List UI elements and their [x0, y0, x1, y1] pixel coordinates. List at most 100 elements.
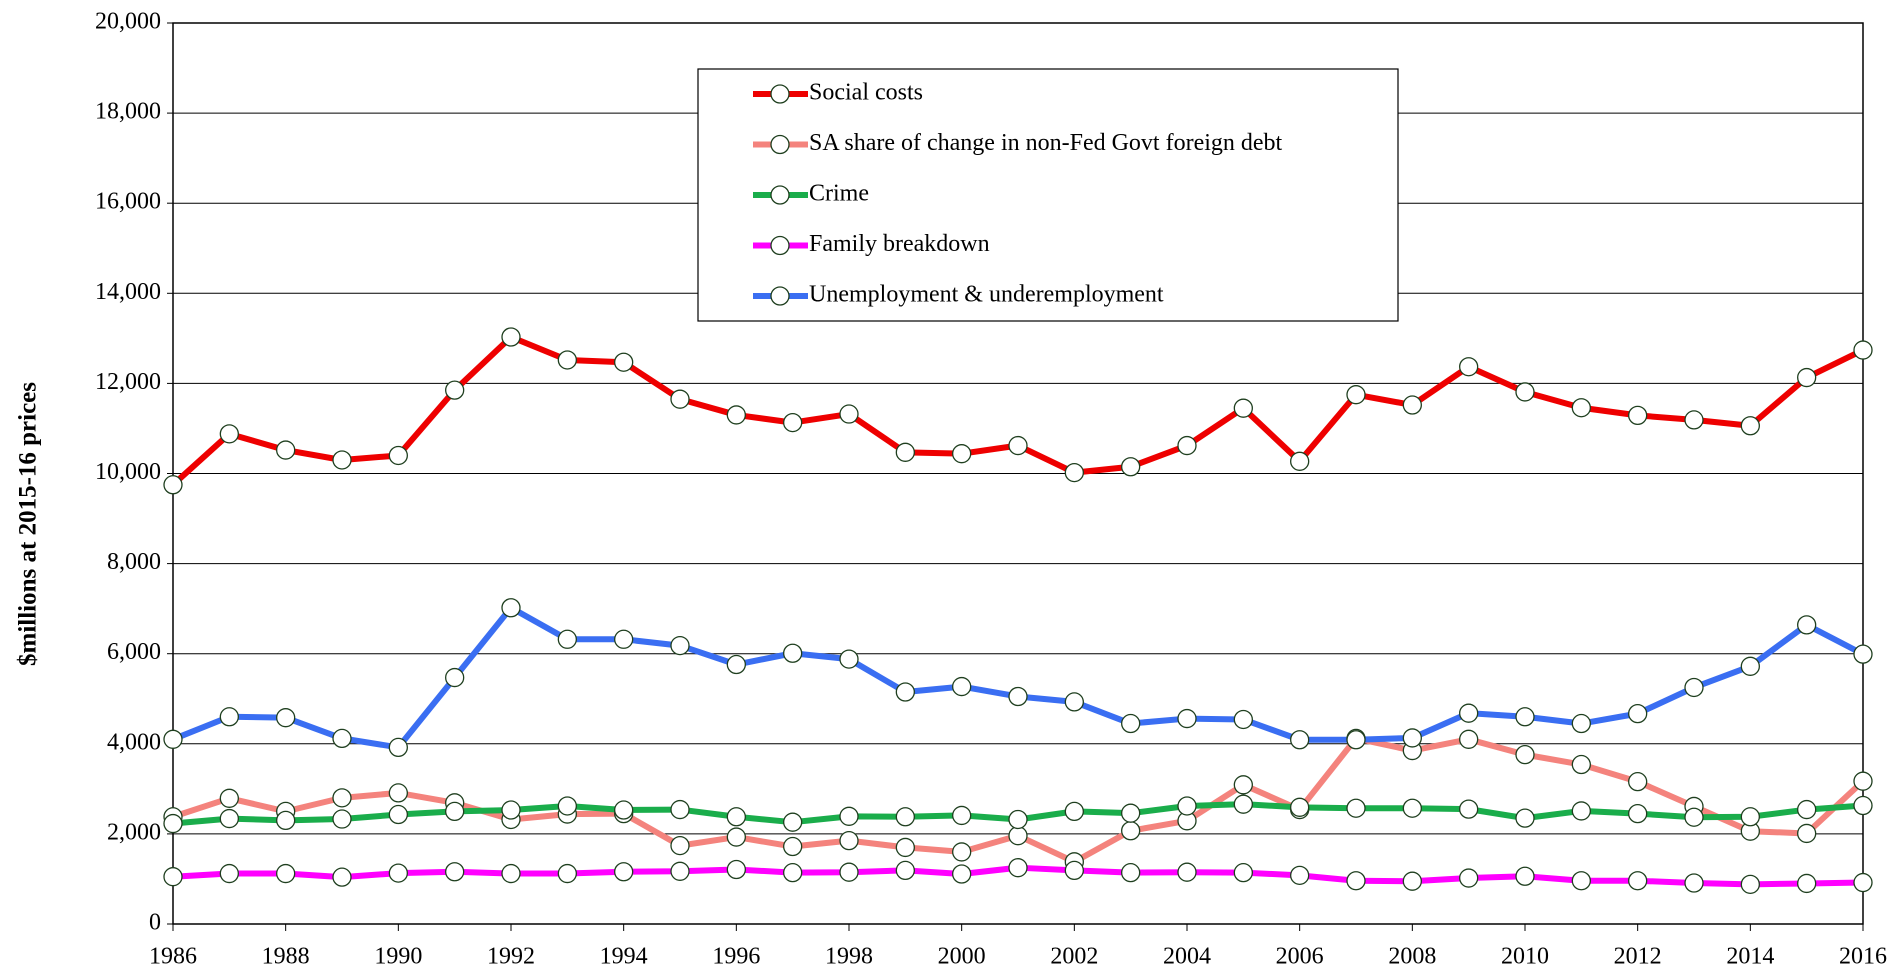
data-point — [445, 862, 465, 882]
data-point — [1571, 871, 1591, 891]
data-point — [895, 837, 915, 858]
data-point — [1459, 703, 1479, 723]
data-point — [1177, 708, 1197, 729]
data-point — [163, 475, 183, 495]
data-point — [1515, 808, 1535, 828]
data-point — [670, 861, 690, 881]
plot-frame — [172, 22, 1864, 925]
data-point — [501, 598, 521, 618]
data-point — [1459, 868, 1479, 888]
data-point — [783, 862, 803, 883]
data-point — [839, 862, 859, 882]
data-point — [1346, 798, 1366, 818]
data-point — [952, 864, 972, 884]
data-point — [332, 450, 352, 470]
data-point — [1571, 713, 1591, 734]
legend-box — [697, 68, 1399, 322]
x-tick-label: 1988 — [262, 944, 310, 970]
x-tick-label: 1998 — [825, 944, 873, 970]
y-tick-label: 2,000 — [107, 819, 161, 845]
data-point — [501, 800, 521, 820]
data-point — [1853, 340, 1873, 360]
data-point — [557, 863, 577, 884]
y-tick-label: 0 — [149, 910, 161, 936]
data-point — [1459, 729, 1479, 749]
data-point — [614, 352, 634, 372]
data-point — [388, 863, 408, 883]
legend-marker — [770, 235, 790, 256]
data-point — [1233, 775, 1253, 795]
data-point — [445, 801, 465, 822]
data-point — [219, 808, 239, 829]
data-point — [614, 800, 634, 820]
y-tick-label: 4,000 — [107, 729, 161, 755]
data-point — [332, 867, 352, 887]
data-point — [1853, 644, 1873, 664]
data-point — [839, 404, 859, 424]
data-point — [332, 788, 352, 808]
y-tick-label: 6,000 — [107, 639, 161, 665]
data-point — [557, 350, 577, 370]
data-point — [670, 799, 690, 820]
data-point — [783, 412, 803, 433]
data-point — [1571, 801, 1591, 821]
x-tick-label: 1986 — [149, 944, 197, 970]
data-point — [783, 812, 803, 832]
data-point — [163, 729, 183, 749]
data-point — [219, 707, 239, 727]
x-tick-label: 2008 — [1388, 944, 1436, 970]
data-point — [1008, 435, 1028, 456]
y-tick-label: 14,000 — [95, 279, 161, 305]
data-point — [1853, 795, 1873, 816]
data-point — [276, 863, 296, 884]
data-point — [895, 442, 915, 462]
legend-marker — [770, 286, 790, 306]
data-point — [726, 405, 746, 425]
data-point — [445, 380, 465, 400]
data-point — [1346, 730, 1366, 750]
data-point — [388, 445, 408, 466]
data-point — [895, 682, 915, 702]
data-point — [1684, 410, 1704, 430]
data-point — [1740, 416, 1760, 436]
data-point — [276, 708, 296, 728]
legend-marker — [770, 84, 790, 104]
y-tick-label: 18,000 — [95, 99, 161, 125]
data-point — [1290, 451, 1310, 471]
data-point — [1008, 809, 1028, 830]
data-point — [614, 629, 634, 649]
data-point — [670, 389, 690, 409]
data-point — [1628, 803, 1648, 824]
data-point — [1233, 862, 1253, 883]
y-tick-label: 10,000 — [95, 459, 161, 485]
data-point — [1515, 707, 1535, 727]
data-point — [1121, 821, 1141, 841]
data-point — [332, 809, 352, 829]
data-point — [1064, 860, 1084, 881]
data-point — [1853, 872, 1873, 893]
data-point — [1797, 873, 1817, 894]
data-point — [839, 649, 859, 669]
legend-label: SA share of change in non-Fed Govt forei… — [809, 130, 1283, 156]
data-point — [1177, 796, 1197, 816]
data-point — [1515, 744, 1535, 765]
data-point — [1797, 615, 1817, 635]
data-point — [276, 810, 296, 831]
data-point — [1684, 677, 1704, 698]
data-point — [1402, 395, 1422, 415]
data-point — [1402, 798, 1422, 818]
y-tick-label: 16,000 — [95, 189, 161, 215]
x-tick-label: 2016 — [1839, 944, 1887, 970]
data-point — [726, 654, 746, 675]
data-point — [1064, 462, 1084, 483]
x-tick-label: 2012 — [1614, 944, 1662, 970]
legend-marker — [770, 185, 790, 205]
data-point — [895, 860, 915, 881]
legend-label: Crime — [809, 181, 869, 207]
data-point — [1853, 771, 1873, 791]
data-point — [1459, 357, 1479, 377]
data-point — [1177, 862, 1197, 882]
data-point — [332, 728, 352, 749]
x-tick-label: 1990 — [374, 944, 422, 970]
data-point — [1628, 771, 1648, 792]
